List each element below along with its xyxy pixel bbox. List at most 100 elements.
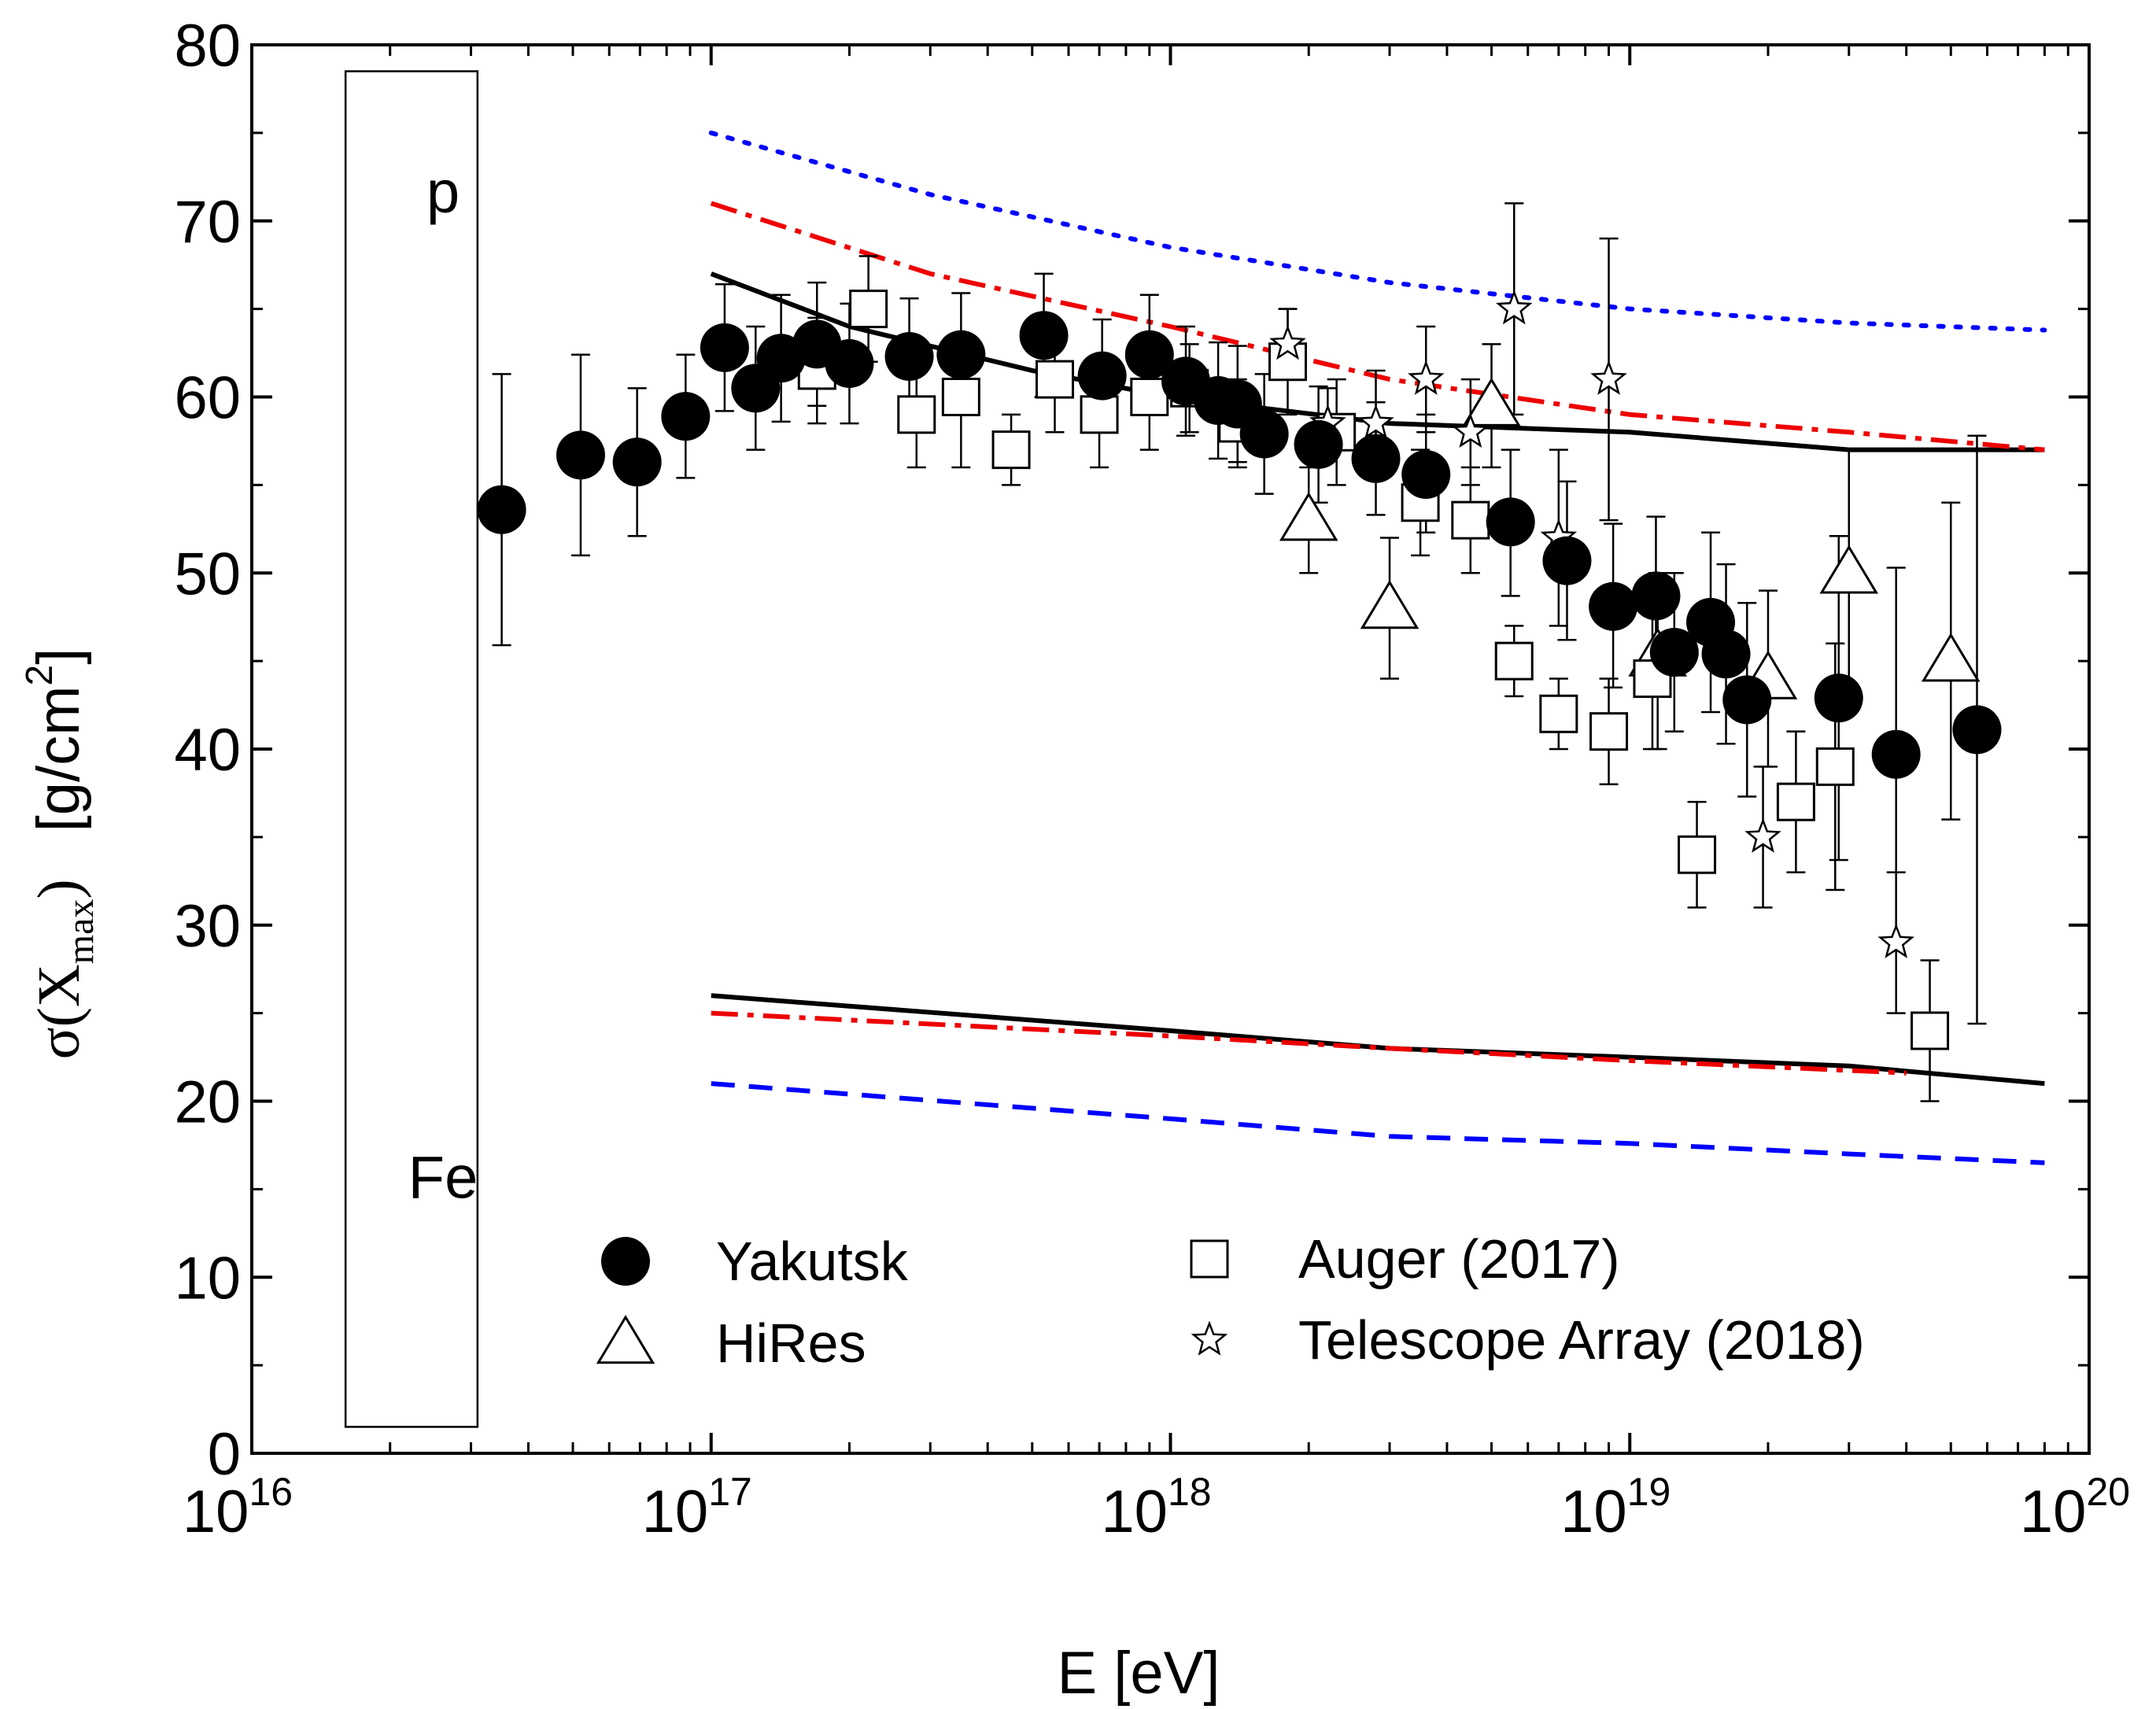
reference-box-bottom-label: Fe — [408, 1145, 478, 1212]
marker-auger-2017 — [1776, 782, 1815, 821]
marker-telescope-array-2018 — [1408, 360, 1445, 395]
marker-yakutsk — [700, 323, 749, 372]
marker-auger-2017 — [1080, 395, 1119, 434]
proton-model-dashdot — [710, 201, 2045, 452]
marker-auger-2017 — [1494, 641, 1534, 681]
marker-auger-2017 — [1678, 835, 1717, 874]
x-tick-label-exponent: 19 — [1627, 1470, 1671, 1514]
marker-auger-2017 — [849, 290, 888, 329]
marker-auger-2017 — [1539, 694, 1578, 733]
marker-yakutsk — [1871, 729, 1921, 779]
x-tick-label-base: 10 — [1101, 1478, 1168, 1545]
marker-telescope-array-2018 — [1357, 404, 1394, 439]
model-curves — [708, 130, 2047, 1165]
y-axis-title-subscript: max — [60, 899, 102, 965]
marker-yakutsk — [477, 485, 526, 534]
marker-auger-2017 — [1910, 1011, 1950, 1050]
x-tick-label-base: 10 — [2020, 1478, 2087, 1545]
marker-yakutsk — [1649, 627, 1699, 677]
marker-auger-2017 — [1589, 712, 1629, 751]
marker-yakutsk — [661, 392, 711, 441]
marker-telescope-array-2018 — [1269, 324, 1306, 360]
legend-marker-yakutsk — [601, 1237, 650, 1286]
legend-label-hires: HiRes — [716, 1312, 866, 1374]
marker-yakutsk — [1722, 675, 1772, 725]
y-tick-label: 70 — [174, 189, 241, 256]
y-tick-label: 30 — [174, 893, 241, 960]
x-tick-label-base: 10 — [183, 1478, 249, 1545]
marker-telescope-array-2018 — [1590, 360, 1627, 395]
marker-yakutsk — [1351, 434, 1401, 483]
y-axis-title-close: ) — [26, 879, 92, 899]
marker-auger-2017 — [991, 430, 1031, 470]
marker-yakutsk — [1294, 419, 1343, 469]
iron-model-dashdot — [711, 1010, 1907, 1076]
marker-hires — [1921, 633, 1981, 682]
marker-yakutsk — [1631, 571, 1681, 621]
marker-yakutsk — [1542, 536, 1592, 585]
marker-auger-2017 — [1036, 360, 1075, 399]
x-tick-label-base: 10 — [642, 1478, 709, 1545]
y-tick-label: 10 — [174, 1245, 241, 1312]
marker-hires — [1360, 580, 1419, 629]
y-tick-label: 60 — [174, 365, 241, 432]
legend-label-telescope-array-2018: Telescope Array (2018) — [1298, 1309, 1865, 1371]
x-tick-label: 1018 — [1101, 1470, 1211, 1545]
marker-telescope-array-2018 — [1496, 290, 1533, 325]
y-tick-label: 50 — [174, 541, 241, 607]
marker-yakutsk — [825, 338, 874, 388]
marker-auger-2017 — [941, 378, 980, 416]
marker-auger-2017 — [897, 395, 936, 434]
legend-marker-auger-2017 — [1190, 1239, 1229, 1279]
marker-auger-2017 — [1815, 747, 1855, 786]
y-axis-title-unit: [g/cm — [25, 685, 92, 832]
y-axis-title-symbol: σ(X — [26, 964, 92, 1059]
marker-yakutsk — [1077, 351, 1127, 400]
marker-yakutsk — [1701, 629, 1751, 679]
marker-telescope-array-2018 — [1877, 923, 1914, 958]
x-tick-label: 1016 — [183, 1470, 293, 1545]
legend-marker-telescope-array-2018 — [1191, 1320, 1228, 1356]
x-tick-label-base: 10 — [1560, 1478, 1627, 1545]
marker-hires — [1462, 377, 1521, 426]
marker-yakutsk — [1589, 581, 1638, 631]
x-tick-label: 1020 — [2020, 1470, 2130, 1545]
marker-yakutsk — [1124, 330, 1174, 379]
y-tick-label: 0 — [208, 1421, 241, 1488]
x-tick-label-exponent: 18 — [1168, 1470, 1212, 1514]
x-tick-label: 1019 — [1560, 1470, 1671, 1545]
legend-label-auger-2017: Auger (2017) — [1298, 1228, 1620, 1290]
y-axis-title-superscript: 2 — [19, 665, 61, 686]
x-tick-label-exponent: 16 — [249, 1470, 293, 1514]
data-markers — [477, 290, 2002, 1050]
marker-yakutsk — [884, 332, 934, 382]
marker-yakutsk — [1814, 674, 1863, 723]
marker-yakutsk — [936, 330, 986, 379]
y-tick-label: 20 — [174, 1069, 241, 1136]
error-bars — [492, 202, 1987, 1102]
x-axis-title: E [eV] — [1058, 1640, 1220, 1707]
y-tick-label: 40 — [174, 717, 241, 784]
reference-box — [344, 70, 479, 1428]
x-tick-label-exponent: 20 — [2086, 1470, 2130, 1514]
marker-yakutsk — [1401, 449, 1451, 499]
reference-layer: p Fe — [344, 70, 479, 1428]
reference-box-top-label: p — [426, 159, 460, 226]
marker-hires — [1279, 492, 1338, 541]
marker-telescope-array-2018 — [1744, 818, 1781, 853]
x-tick-label: 1017 — [642, 1470, 752, 1545]
marker-yakutsk — [1486, 497, 1535, 547]
marker-telescope-array-2018 — [1452, 412, 1490, 448]
proton-model-solid — [710, 271, 2045, 452]
y-axis-title-unit-close: ] — [25, 648, 92, 665]
iron-model-dashed — [711, 1081, 2045, 1165]
marker-yakutsk — [1019, 311, 1069, 360]
marker-yakutsk — [612, 437, 662, 487]
proton-model-dotted — [708, 130, 2047, 333]
marker-hires — [1819, 544, 1879, 594]
marker-yakutsk — [1952, 705, 2002, 755]
axis-titles: E [eV] σ(Xmax) [g/cm2] — [19, 648, 1220, 1707]
legend: Yakutsk HiRes Auger (2017) Telescope Array … — [596, 1228, 1865, 1374]
